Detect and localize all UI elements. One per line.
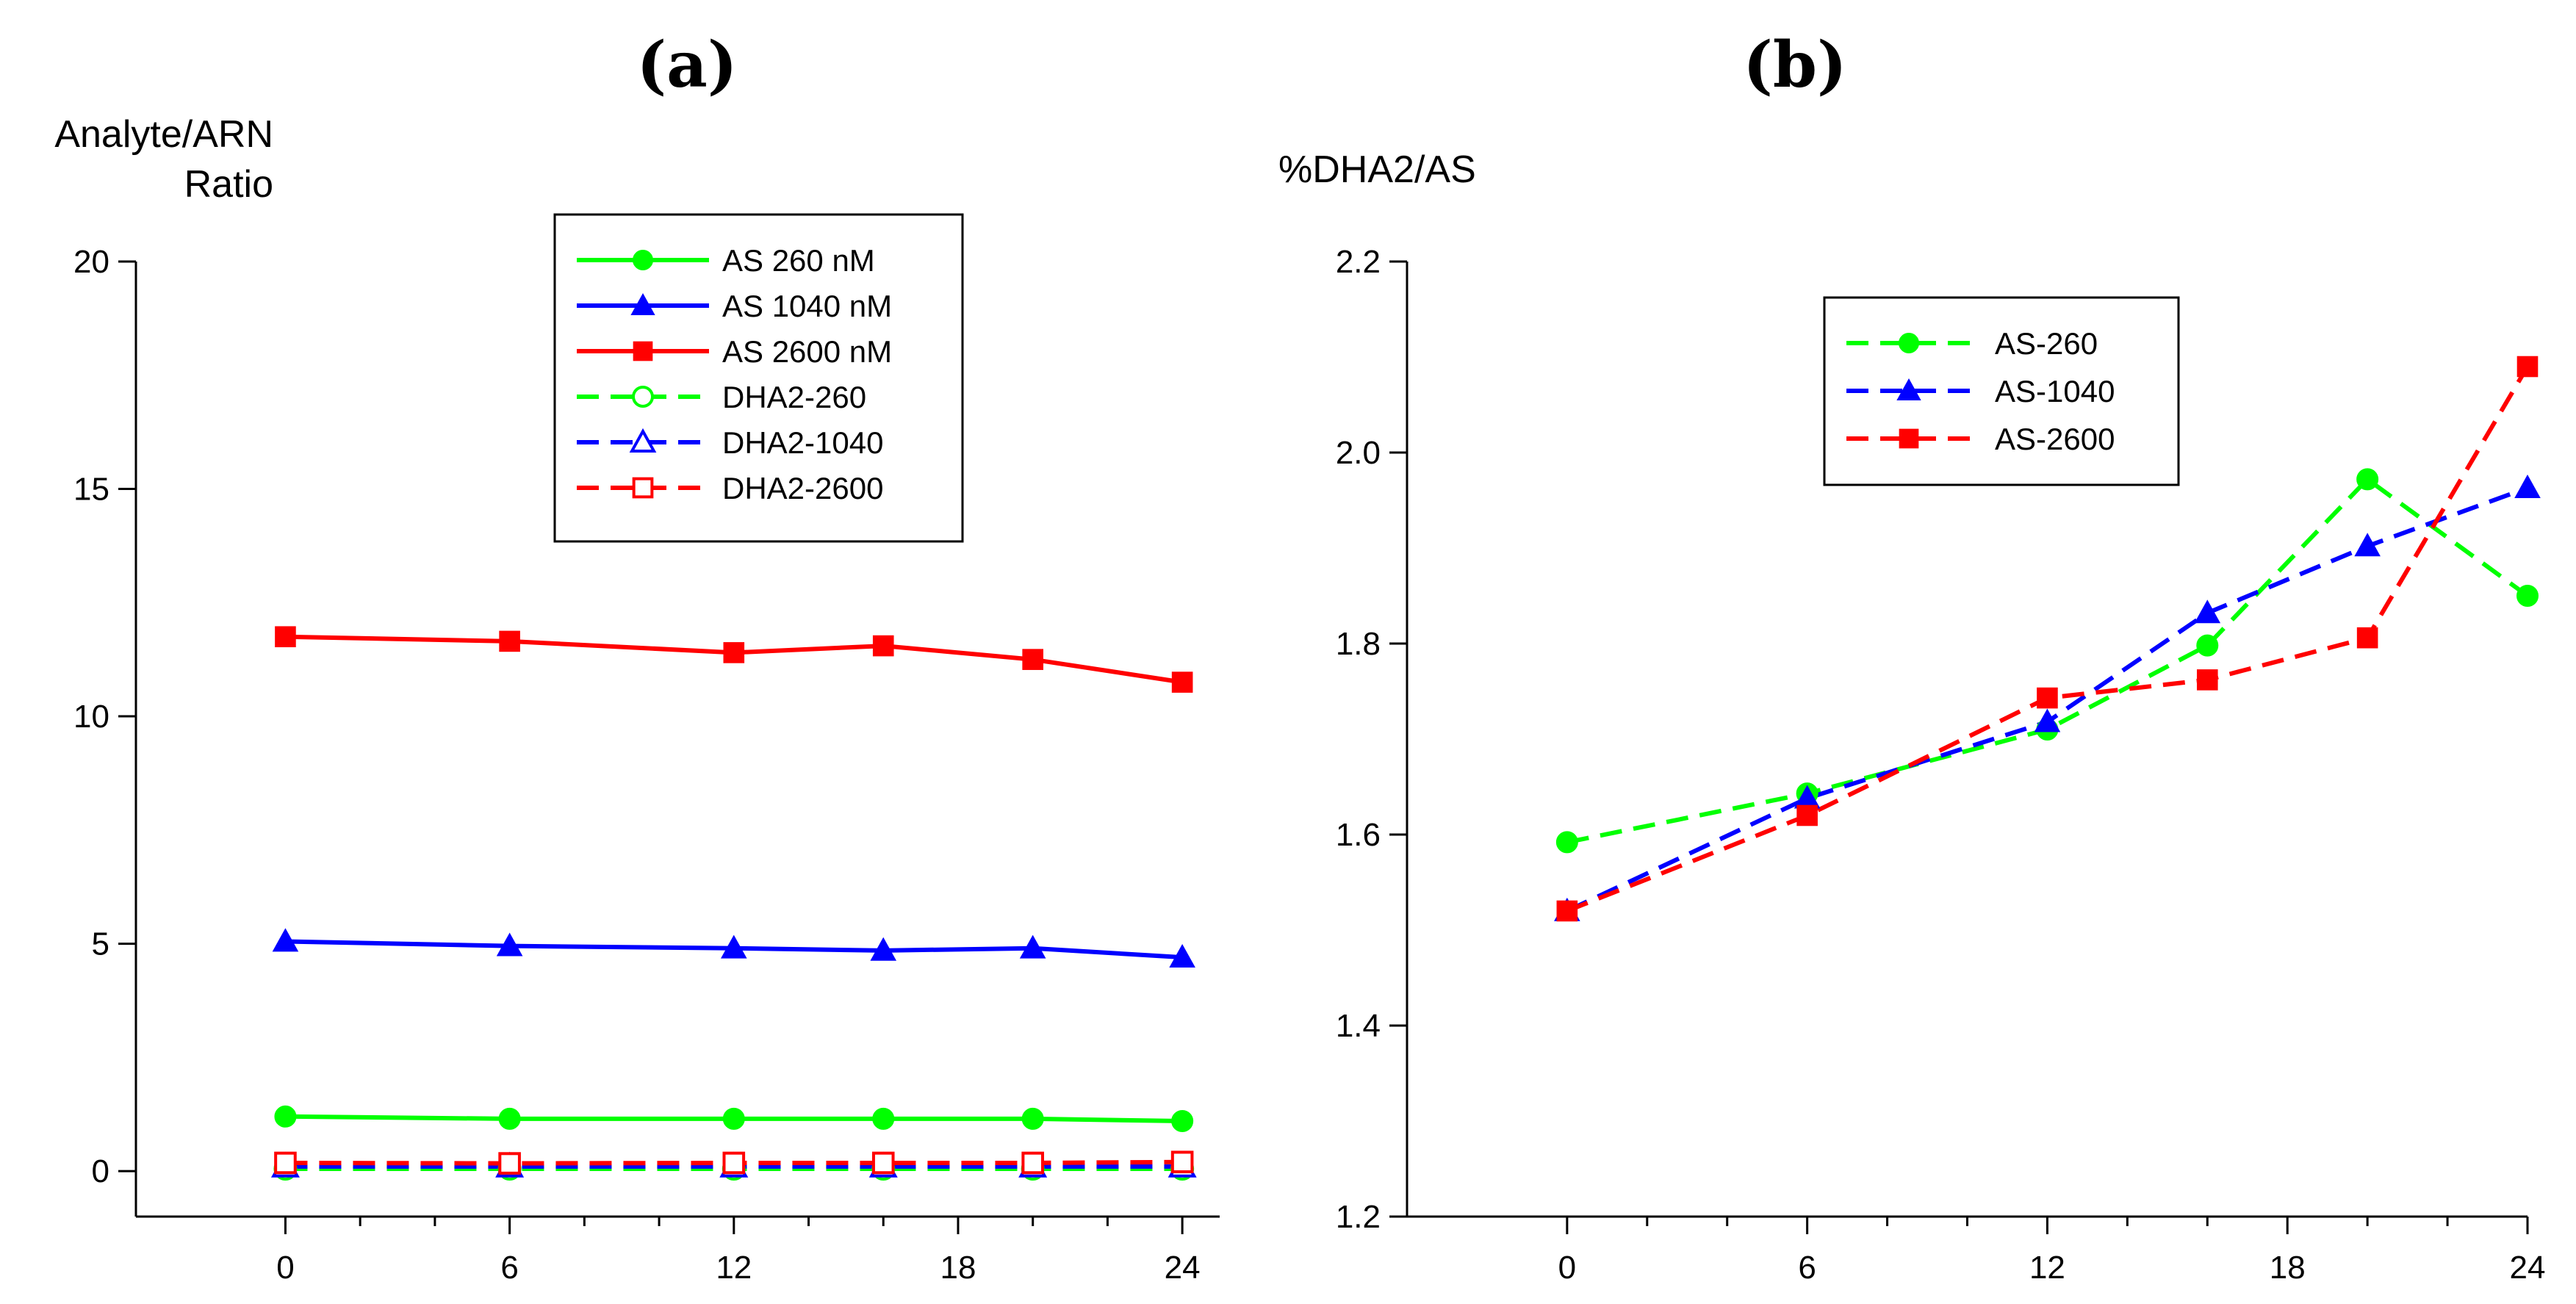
panel-a-legend-label-dha2-260: DHA2-260 bbox=[722, 380, 866, 414]
panel-a-legend-label-as-260-nm: AS 260 nM bbox=[722, 243, 875, 278]
panel-b-legend-label-as-1040: AS-1040 bbox=[1995, 374, 2115, 408]
panel-b-point-as-260 bbox=[2516, 585, 2539, 607]
panel-b-ytick-label: 1.4 bbox=[1336, 1008, 1381, 1044]
panel-a-label: (a) bbox=[636, 28, 737, 102]
panel-b-xtick-label: 18 bbox=[2270, 1250, 2306, 1286]
panel-a-legend-marker-as-1040-nm bbox=[630, 292, 655, 315]
panel-b-point-as-1040 bbox=[2034, 708, 2061, 732]
panel-a-point-dha2-2600 bbox=[274, 1151, 297, 1175]
panel-a-legend: AS 260 nM AS 1040 nM AS 2600 nM DHA2-260 DHA… bbox=[553, 213, 964, 543]
panel-a-legend-marker-dha2-2600 bbox=[632, 477, 654, 499]
panel-a-point-as-1040-nm bbox=[496, 932, 523, 957]
panel-b-xtick-label: 24 bbox=[2510, 1250, 2546, 1286]
panel-a-legend-marker-dha2-260 bbox=[632, 386, 654, 408]
panel-a-xtick-label: 0 bbox=[276, 1250, 294, 1286]
panel-b-legend-marker-as-1040 bbox=[1896, 378, 1921, 400]
panel-a-point-as-1040-nm bbox=[1019, 934, 1046, 959]
panel-a-point-as-1040-nm bbox=[272, 928, 299, 952]
panel-b-series-line-as-260 bbox=[1566, 477, 2529, 845]
panel-a-series-line-as-2600-nm bbox=[285, 634, 1183, 685]
panel-a-ylabel-line1: Analyte/ARN bbox=[54, 113, 273, 156]
panel-b-legend-label-as-260: AS-260 bbox=[1995, 326, 2098, 361]
panel-b-ytick-label: 1.2 bbox=[1336, 1199, 1381, 1235]
panel-a-point-as-2600-nm bbox=[1022, 649, 1043, 670]
panel-a-legend-marker-dha2-1040 bbox=[629, 428, 657, 453]
panel-a-ytick-label: 5 bbox=[92, 926, 109, 962]
panel-a-legend-label-as-2600-nm: AS 2600 nM bbox=[722, 334, 892, 369]
panel-b-point-as-260 bbox=[1555, 831, 1578, 854]
panel-b-point-as-1040 bbox=[2514, 474, 2541, 498]
panel-b-point-as-260 bbox=[2196, 634, 2219, 657]
panel-b-point-as-2600 bbox=[1796, 804, 1818, 826]
panel-b-point-as-2600 bbox=[2516, 356, 2539, 378]
panel-a-point-as-1040-nm bbox=[870, 937, 897, 961]
panel-a-legend-marker-as-260-nm bbox=[633, 250, 653, 270]
panel-b-point-as-1040 bbox=[2194, 599, 2221, 624]
panel-b-point-as-2600 bbox=[2037, 687, 2058, 709]
panel-a-ytick-label: 15 bbox=[73, 472, 109, 508]
panel-b-legend-marker-as-260 bbox=[1899, 333, 1919, 353]
panel-b-series-line-as-1040 bbox=[1566, 486, 2529, 913]
panel-a-series-line-as-260-nm bbox=[285, 1114, 1183, 1123]
panel-a-ylabel-line2: Ratio bbox=[184, 163, 273, 206]
panel-a-point-as-260-nm bbox=[722, 1107, 745, 1130]
panel-a-xtick-label: 6 bbox=[500, 1250, 518, 1286]
panel-a-point-dha2-2600 bbox=[1170, 1150, 1194, 1174]
panel-a-series-line-as-1040-nm bbox=[285, 939, 1183, 960]
panel-a-legend-marker-as-2600-nm bbox=[633, 341, 653, 361]
panel-b-point-as-2600 bbox=[1556, 900, 1578, 922]
panel-a-point-as-260-nm bbox=[1021, 1107, 1044, 1130]
panel-b-point-as-1040 bbox=[2354, 533, 2381, 557]
panel-b-ytick-label: 2.2 bbox=[1336, 244, 1381, 280]
panel-a-ytick-label: 0 bbox=[92, 1153, 109, 1189]
panel-b-ytick-label: 1.8 bbox=[1336, 626, 1381, 662]
panel-b-xtick-label: 0 bbox=[1558, 1250, 1576, 1286]
panel-b-ylabel: %DHA2/AS bbox=[1278, 148, 1476, 191]
panel-b-series-line-as-2600 bbox=[1566, 365, 2530, 913]
panel-b-ytick-label: 2.0 bbox=[1336, 435, 1381, 471]
panel-a-point-as-260-nm bbox=[1171, 1110, 1194, 1132]
panel-a-legend-label-dha2-2600: DHA2-2600 bbox=[722, 471, 883, 505]
panel-b-ytick-label: 1.6 bbox=[1336, 817, 1381, 853]
panel-b-legend: AS-260 AS-1040 AS-2600 bbox=[1823, 296, 2180, 486]
panel-a-legend-label-as-1040-nm: AS 1040 nM bbox=[722, 289, 892, 323]
panel-b-xtick-label: 12 bbox=[2029, 1250, 2065, 1286]
panel-a-point-dha2-2600 bbox=[722, 1151, 746, 1175]
panel-a-point-as-1040-nm bbox=[720, 934, 747, 959]
panel-b-xtick-label: 6 bbox=[1798, 1250, 1816, 1286]
panel-a-point-as-2600-nm bbox=[872, 635, 894, 657]
panel-a-ytick-label: 20 bbox=[73, 244, 109, 280]
panel-a-ytick-label: 10 bbox=[73, 699, 109, 735]
panel-a-point-as-1040-nm bbox=[1169, 943, 1195, 968]
panel-a-point-as-2600-nm bbox=[275, 626, 296, 648]
panel-a-point-as-260-nm bbox=[274, 1105, 297, 1128]
panel-b-legend-marker-as-2600 bbox=[1899, 428, 1919, 449]
panel-b-label: (b) bbox=[1743, 28, 1847, 102]
panel-a-xtick-label: 12 bbox=[716, 1250, 752, 1286]
panel-a-point-as-2600-nm bbox=[723, 642, 745, 663]
panel-b-point-as-2600 bbox=[2196, 669, 2218, 691]
panel-a-point-as-260-nm bbox=[872, 1107, 895, 1130]
panel-b-point-as-2600 bbox=[2356, 627, 2378, 649]
panel-b-plot: 1.21.41.61.82.02.20 6 12 18 24AS-260AS-1040A… bbox=[1336, 244, 2546, 1286]
panel-b-point-as-260 bbox=[2356, 468, 2379, 491]
panel-a-point-as-2600-nm bbox=[1171, 671, 1193, 693]
panel-a-point-dha2-2600 bbox=[498, 1152, 521, 1175]
panel-b-legend-label-as-2600: AS-2600 bbox=[1995, 422, 2115, 456]
panel-a-point-as-260-nm bbox=[498, 1107, 521, 1130]
panel-a-xtick-label: 24 bbox=[1165, 1250, 1201, 1286]
panel-a-series-line-dha2-2600 bbox=[285, 1159, 1183, 1166]
panel-a-point-dha2-2600 bbox=[871, 1151, 895, 1175]
panel-a-point-dha2-2600 bbox=[1021, 1151, 1044, 1175]
panel-a-legend-label-dha2-1040: DHA2-1040 bbox=[722, 425, 883, 460]
panel-a-xtick-label: 18 bbox=[940, 1250, 976, 1286]
panel-a-point-as-2600-nm bbox=[499, 630, 520, 652]
